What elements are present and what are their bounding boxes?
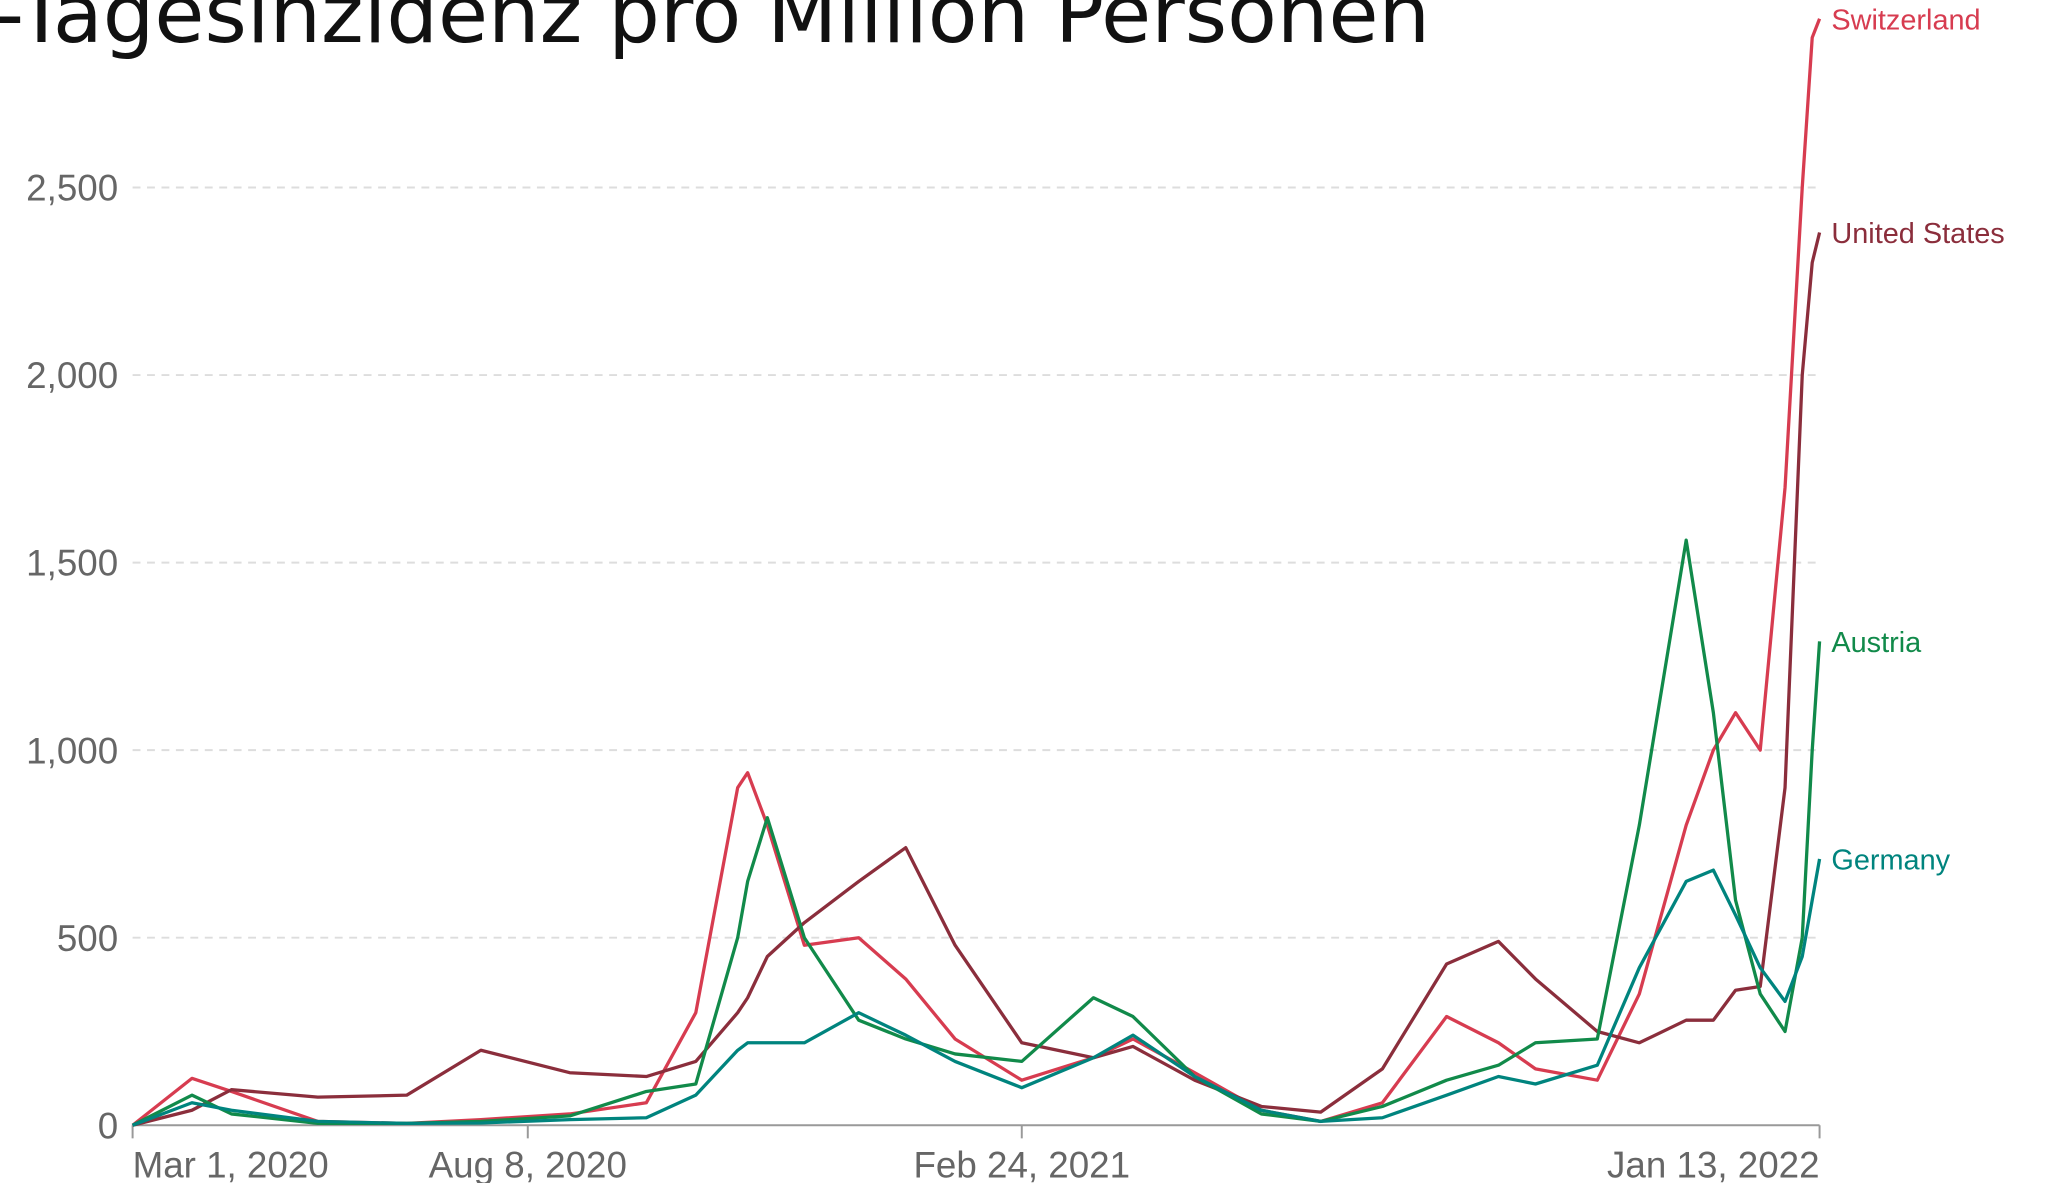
series-label: Germany <box>1831 844 1950 876</box>
x-tick-label: Mar 1, 2020 <box>133 1145 329 1183</box>
series-line <box>132 232 1822 1127</box>
series-label: United States <box>1831 218 2004 250</box>
y-tick-label: 2,000 <box>26 355 118 396</box>
x-tick-label: Aug 8, 2020 <box>429 1145 627 1183</box>
chart-title: -Tagesinzidenz pro Million Personen <box>0 0 1430 62</box>
series-line <box>131 538 1822 1127</box>
series-label: Switzerland <box>1831 4 1980 36</box>
y-tick-label: 1,000 <box>26 730 118 771</box>
series-line <box>132 858 1822 1127</box>
series-line <box>131 18 1822 1127</box>
x-tick-label: Jan 13, 2022 <box>1607 1145 1820 1183</box>
y-tick-label: 0 <box>98 1105 118 1146</box>
y-tick-label: 500 <box>57 918 118 959</box>
y-tick-label: 1,500 <box>26 543 118 584</box>
x-tick-label: Feb 24, 2021 <box>913 1145 1130 1183</box>
y-tick-label: 2,500 <box>26 168 118 209</box>
series-label: Austria <box>1831 627 1922 659</box>
